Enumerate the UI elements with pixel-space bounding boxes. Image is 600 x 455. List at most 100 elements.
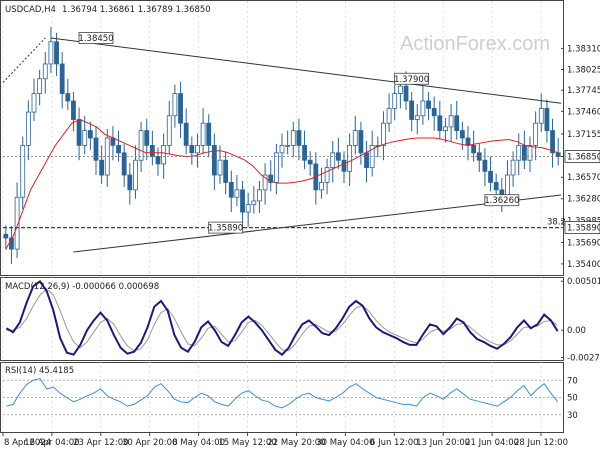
candle-body	[87, 130, 93, 139]
y-tick-label: 1.36280	[567, 195, 600, 205]
moving-average-line	[5, 118, 559, 250]
candle-body	[465, 137, 471, 146]
price-annotation: 1.35890	[208, 224, 243, 234]
candle-body	[42, 63, 48, 80]
candle-body	[257, 189, 262, 202]
y-tick-label: 1.37460	[567, 107, 600, 117]
candle-body	[420, 100, 426, 117]
price-annotation-box	[78, 32, 114, 44]
candle-body	[386, 107, 392, 124]
candle-body	[200, 122, 206, 146]
candle-body	[195, 145, 200, 154]
x-tick-label: 8 May 04:00	[172, 438, 225, 448]
candle-body	[121, 152, 127, 176]
candle-body	[223, 159, 229, 183]
x-tick-label: 28 Jun 12:00	[514, 438, 568, 448]
rsi-y-tick-label: 50	[567, 394, 578, 404]
candle-body	[392, 93, 398, 109]
candle-body	[341, 159, 347, 172]
y-tick-label: 1.36570	[567, 173, 600, 183]
candle-body	[409, 100, 415, 120]
candle-body	[443, 126, 448, 131]
price-annotation-box	[484, 194, 520, 207]
x-tick-label: 22 May 20:00	[267, 438, 325, 448]
candle-body	[268, 174, 274, 183]
candle-body	[48, 41, 54, 65]
macd-panel-frame	[0, 277, 564, 361]
candle-body	[228, 182, 234, 198]
grid-layer	[2, 1, 542, 432]
candle-body	[149, 145, 155, 157]
macd-layer	[5, 280, 559, 356]
candle-body	[93, 137, 99, 161]
candle-body	[347, 145, 353, 172]
rsi-y-tick-label: 30	[567, 411, 578, 421]
price-title: USDCAD,H4	[5, 5, 56, 15]
y-tick-label: 1.38310	[567, 44, 600, 54]
candle-body	[437, 115, 443, 131]
candle-body	[538, 107, 544, 124]
candle-body	[65, 93, 71, 102]
price-layer: 38.2 1.38450 1.37900 1.36260 1.35890	[2, 26, 566, 264]
candle-body	[161, 145, 167, 165]
price-panel-frame	[0, 0, 564, 276]
candle-body	[352, 130, 358, 146]
candle-body	[279, 145, 285, 154]
candle-body	[71, 100, 76, 120]
candle-body	[59, 63, 65, 94]
candle-body	[330, 152, 336, 169]
candle-body	[31, 93, 37, 113]
macd-y-tick-label: 0.00	[567, 326, 586, 336]
candle-body	[262, 174, 268, 191]
candle-body	[234, 189, 240, 198]
candle-body	[144, 130, 150, 146]
candle-body	[82, 130, 88, 146]
x-tick-label: 21 Jun 04:00	[465, 438, 519, 448]
macd-y-tick-label: 0.005018	[567, 277, 600, 287]
x-tick-label: 8 Apr 2024	[4, 438, 51, 448]
candle-body	[488, 170, 493, 183]
watermark: ActionForex.com	[400, 33, 550, 55]
candle-body	[245, 204, 251, 213]
x-tick-label: 16 Apr 04:00	[24, 438, 79, 448]
candle-body	[54, 41, 59, 65]
candle-body	[459, 130, 465, 139]
rsi-y-tick-label: 70	[567, 376, 578, 386]
candle-body	[431, 107, 437, 117]
candle-body	[285, 145, 291, 147]
x-tick-label: 23 Apr 12:00	[73, 438, 128, 448]
candle-body	[527, 145, 533, 161]
candle-body	[166, 115, 172, 146]
candle-body	[290, 130, 296, 146]
candle-body	[307, 159, 313, 165]
candle-body	[493, 182, 499, 191]
axes-layer: 1.38310 1.38025 1.37745 1.37460 1.37155 1.368…	[2, 44, 600, 448]
y-tick-label: 1.37745	[567, 86, 600, 96]
macd-title: MACD(12,26,9) -0.000066 0.000698	[5, 282, 159, 292]
x-tick-label: 15 May 12:00	[218, 438, 276, 448]
price-annotation: 1.38450	[78, 34, 113, 44]
candle-body	[448, 115, 454, 128]
lower-trend-line	[73, 194, 562, 253]
candle-body	[172, 93, 178, 117]
macd-line	[5, 280, 559, 356]
candle-body	[505, 174, 510, 198]
candle-body	[206, 122, 212, 146]
candle-body	[510, 159, 516, 176]
y-tick-label: 1.38025	[567, 66, 600, 76]
candle-body	[555, 152, 561, 157]
candle-body	[544, 107, 550, 131]
candle-body	[521, 145, 527, 161]
candle-body	[251, 200, 257, 206]
candle-body	[358, 130, 364, 154]
candle-body	[471, 145, 477, 154]
rsi-panel-frame	[0, 362, 564, 433]
dotted-trend-line	[2, 37, 46, 83]
x-tick-label: 13 Jun 20:00	[416, 438, 470, 448]
candle-body	[127, 174, 133, 191]
rsi-title: RSI(14) 45.4185	[5, 366, 74, 376]
rsi-layer	[3, 377, 561, 416]
price-annotation-box	[208, 221, 244, 234]
